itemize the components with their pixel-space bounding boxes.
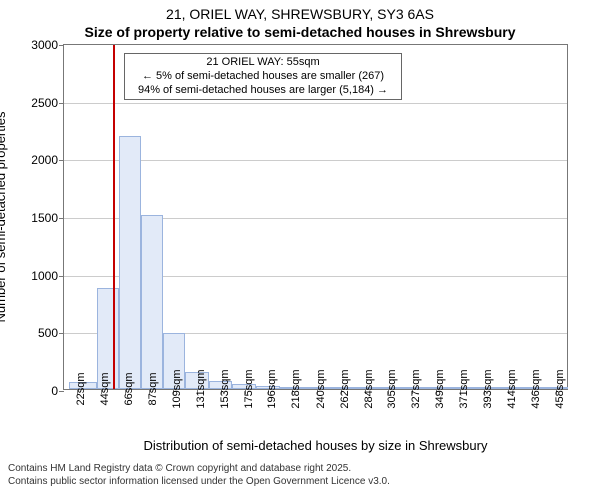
xtick-label: 436sqm bbox=[522, 369, 542, 408]
x-axis-label: Distribution of semi-detached houses by … bbox=[63, 438, 568, 453]
attribution-text: Contains HM Land Registry data © Crown c… bbox=[0, 462, 600, 488]
annotation-line2: ← 5% of semi-detached houses are smaller… bbox=[142, 70, 384, 82]
annotation-line3: 94% of semi-detached houses are larger (… bbox=[138, 84, 388, 96]
ytick-label: 3000 bbox=[31, 38, 64, 52]
xtick-label: 327sqm bbox=[402, 369, 422, 408]
ytick-label: 0 bbox=[51, 384, 64, 398]
xtick-label: 284sqm bbox=[355, 369, 375, 408]
attribution-line2: Contains public sector information licen… bbox=[8, 476, 390, 487]
xtick-label: 87sqm bbox=[139, 372, 159, 405]
histogram-bar bbox=[119, 136, 141, 389]
xtick-label: 240sqm bbox=[307, 369, 327, 408]
xtick-label: 371sqm bbox=[450, 369, 470, 408]
xtick-label: 393sqm bbox=[474, 369, 494, 408]
xtick-label: 66sqm bbox=[115, 372, 135, 405]
attribution-line1: Contains HM Land Registry data © Crown c… bbox=[8, 463, 351, 474]
xtick-label: 153sqm bbox=[211, 369, 231, 408]
chart-title-line1: 21, ORIEL WAY, SHREWSBURY, SY3 6AS bbox=[0, 0, 600, 22]
ytick-label: 2000 bbox=[31, 153, 64, 167]
gridline-h bbox=[64, 103, 567, 104]
xtick-label: 22sqm bbox=[67, 372, 87, 405]
property-marker-line bbox=[113, 45, 115, 389]
xtick-label: 175sqm bbox=[235, 369, 255, 408]
xtick-label: 109sqm bbox=[163, 369, 183, 408]
ytick-label: 2500 bbox=[31, 96, 64, 110]
ytick-label: 1500 bbox=[31, 211, 64, 225]
xtick-label: 44sqm bbox=[91, 372, 111, 405]
xtick-label: 305sqm bbox=[378, 369, 398, 408]
xtick-label: 349sqm bbox=[426, 369, 446, 408]
xtick-label: 414sqm bbox=[498, 369, 518, 408]
histogram-bar bbox=[141, 215, 163, 389]
xtick-label: 218sqm bbox=[282, 369, 302, 408]
xtick-label: 196sqm bbox=[258, 369, 278, 408]
ytick-label: 1000 bbox=[31, 269, 64, 283]
annotation-line1: 21 ORIEL WAY: 55sqm bbox=[206, 56, 319, 68]
xtick-label: 458sqm bbox=[546, 369, 566, 408]
ytick-label: 500 bbox=[38, 326, 64, 340]
annotation-box: 21 ORIEL WAY: 55sqm ← 5% of semi-detached… bbox=[124, 53, 402, 100]
xtick-label: 131sqm bbox=[187, 369, 207, 408]
chart-plot-area: 05001000150020002500300022sqm44sqm66sqm8… bbox=[63, 44, 568, 390]
y-axis-label: Number of semi-detached properties bbox=[0, 112, 8, 323]
xtick-label: 262sqm bbox=[331, 369, 351, 408]
chart-title-line2: Size of property relative to semi-detach… bbox=[0, 22, 600, 40]
